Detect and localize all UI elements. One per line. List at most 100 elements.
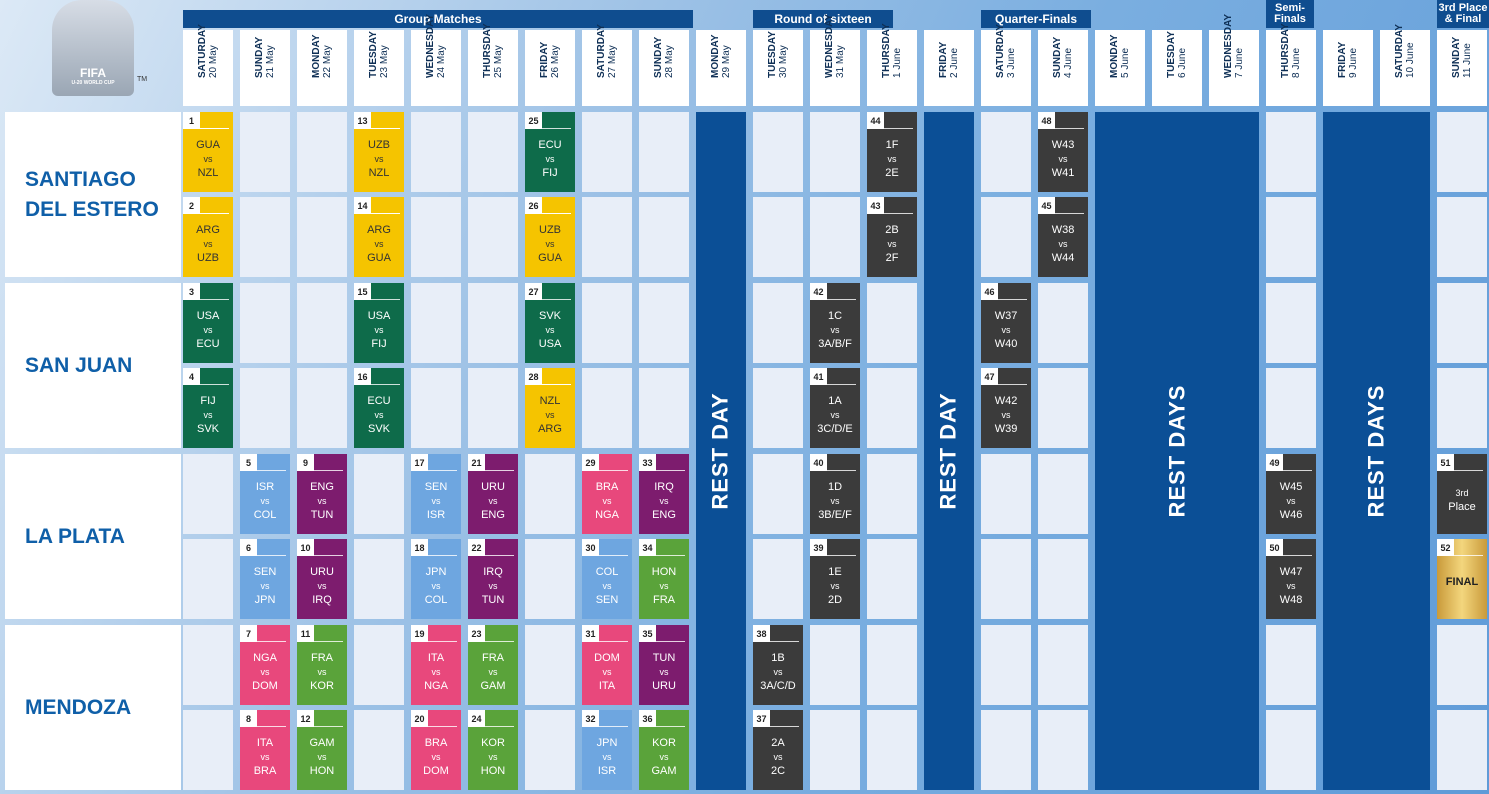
- match-card[interactable]: 13 UZB vs NZL: [354, 112, 404, 192]
- day-name: FRIDAY: [539, 41, 550, 78]
- team-away: ECU: [196, 338, 220, 350]
- match-card[interactable]: 5 ISR vs COL: [240, 454, 290, 534]
- day-header-text: WEDNESDAY 31 May: [824, 14, 846, 78]
- match-card[interactable]: 52 FINAL: [1437, 539, 1487, 619]
- match-card[interactable]: 4 FIJ vs SVK: [183, 368, 233, 448]
- versus-label: vs: [1286, 496, 1296, 506]
- match-card[interactable]: 18 JPN vs COL: [411, 539, 461, 619]
- versus-label: vs: [830, 410, 840, 420]
- third-place-label: 3rd Place: [1437, 486, 1487, 514]
- versus-label: vs: [1001, 410, 1011, 420]
- match-card[interactable]: 3 USA vs ECU: [183, 283, 233, 363]
- match-card[interactable]: 7 NGA vs DOM: [240, 625, 290, 705]
- versus-label: vs: [203, 410, 213, 420]
- match-number-rule: [485, 641, 514, 642]
- venue-label: MENDOZA: [5, 625, 181, 790]
- team-home: URU: [481, 481, 505, 493]
- match-card[interactable]: 50 W47 vs W48: [1266, 539, 1316, 619]
- team-away: FIJ: [542, 167, 558, 179]
- team-home: 1C: [827, 310, 843, 322]
- team-away: USA: [538, 338, 562, 350]
- rest-day-column: REST DAY: [696, 112, 746, 790]
- match-card[interactable]: 14 ARG vs GUA: [354, 197, 404, 277]
- team-away: GAM: [651, 765, 677, 777]
- match-teams: ISR vs COL: [240, 480, 290, 522]
- match-card[interactable]: 45 W38 vs W44: [1038, 197, 1088, 277]
- match-card[interactable]: 11 FRA vs KOR: [297, 625, 347, 705]
- match-teams: ARG vs GUA: [354, 223, 404, 265]
- match-card[interactable]: 36 KOR vs GAM: [639, 710, 689, 790]
- versus-label: vs: [203, 325, 213, 335]
- versus-label: vs: [374, 239, 384, 249]
- match-card[interactable]: 46 W37 vs W40: [981, 283, 1031, 363]
- match-number: 33: [639, 454, 656, 471]
- match-card[interactable]: 34 HON vs FRA: [639, 539, 689, 619]
- match-card[interactable]: 42 1C vs 3A/B/F: [810, 283, 860, 363]
- match-card[interactable]: 35 TUN vs URU: [639, 625, 689, 705]
- match-card[interactable]: 24 KOR vs HON: [468, 710, 518, 790]
- match-card[interactable]: 6 SEN vs JPN: [240, 539, 290, 619]
- day-date: 8 June: [1291, 47, 1302, 78]
- versus-label: vs: [1001, 325, 1011, 335]
- day-header-text: TUESDAY 23 May: [368, 31, 390, 78]
- day-name: SUNDAY: [1052, 36, 1063, 78]
- empty-slot: [981, 625, 1031, 705]
- match-card[interactable]: 32 JPN vs ISR: [582, 710, 632, 790]
- match-card[interactable]: 22 IRQ vs TUN: [468, 539, 518, 619]
- match-card[interactable]: 47 W42 vs W39: [981, 368, 1031, 448]
- match-card[interactable]: 49 W45 vs W46: [1266, 454, 1316, 534]
- team-home: JPN: [425, 566, 447, 578]
- match-card[interactable]: 28 NZL vs ARG: [525, 368, 575, 448]
- day-header: SUNDAY 21 May: [240, 30, 290, 106]
- empty-slot: [1437, 710, 1487, 790]
- match-card[interactable]: 25 ECU vs FIJ: [525, 112, 575, 192]
- day-date: 1 June: [892, 47, 903, 78]
- match-card[interactable]: 16 ECU vs SVK: [354, 368, 404, 448]
- match-card[interactable]: 48 W43 vs W41: [1038, 112, 1088, 192]
- match-card[interactable]: 8 ITA vs BRA: [240, 710, 290, 790]
- versus-label: vs: [1058, 239, 1068, 249]
- match-card[interactable]: 1 GUA vs NZL: [183, 112, 233, 192]
- match-card[interactable]: 2 ARG vs UZB: [183, 197, 233, 277]
- match-card[interactable]: 23 FRA vs GAM: [468, 625, 518, 705]
- match-card[interactable]: 43 2B vs 2F: [867, 197, 917, 277]
- empty-slot: [981, 197, 1031, 277]
- match-card[interactable]: 31 DOM vs ITA: [582, 625, 632, 705]
- empty-slot: [1266, 368, 1316, 448]
- match-card[interactable]: 9 ENG vs TUN: [297, 454, 347, 534]
- match-card[interactable]: 51 3rd Place: [1437, 454, 1487, 534]
- match-card[interactable]: 29 BRA vs NGA: [582, 454, 632, 534]
- match-card[interactable]: 44 1F vs 2E: [867, 112, 917, 192]
- match-card[interactable]: 20 BRA vs DOM: [411, 710, 461, 790]
- match-card[interactable]: 21 URU vs ENG: [468, 454, 518, 534]
- versus-label: vs: [602, 581, 612, 591]
- match-card[interactable]: 17 SEN vs ISR: [411, 454, 461, 534]
- day-header-text: SUNDAY 11 June: [1451, 37, 1473, 78]
- match-card[interactable]: 30 COL vs SEN: [582, 539, 632, 619]
- match-number-rule: [884, 213, 913, 214]
- match-card[interactable]: 10 URU vs IRQ: [297, 539, 347, 619]
- match-card[interactable]: 38 1B vs 3A/C/D: [753, 625, 803, 705]
- day-header-text: MONDAY 29 May: [710, 34, 732, 78]
- empty-slot: [411, 197, 461, 277]
- team-home: ITA: [256, 737, 274, 749]
- team-away: HON: [480, 765, 506, 777]
- match-card[interactable]: 27 SVK vs USA: [525, 283, 575, 363]
- match-card[interactable]: 12 GAM vs HON: [297, 710, 347, 790]
- match-card[interactable]: 15 USA vs FIJ: [354, 283, 404, 363]
- match-card[interactable]: 26 UZB vs GUA: [525, 197, 575, 277]
- match-card[interactable]: 37 2A vs 2C: [753, 710, 803, 790]
- match-card[interactable]: 19 ITA vs NGA: [411, 625, 461, 705]
- team-home: USA: [367, 310, 391, 322]
- team-away: GUA: [367, 252, 391, 264]
- team-home: 2B: [885, 224, 899, 236]
- versus-label: vs: [317, 581, 327, 591]
- match-card[interactable]: 40 1D vs 3B/E/F: [810, 454, 860, 534]
- match-card[interactable]: 41 1A vs 3C/D/E: [810, 368, 860, 448]
- match-card[interactable]: 33 IRQ vs ENG: [639, 454, 689, 534]
- day-date: 9 June: [1348, 47, 1359, 78]
- day-name: SATURDAY: [197, 24, 208, 78]
- empty-slot: [1266, 625, 1316, 705]
- team-away: BRA: [253, 765, 277, 777]
- match-card[interactable]: 39 1E vs 2D: [810, 539, 860, 619]
